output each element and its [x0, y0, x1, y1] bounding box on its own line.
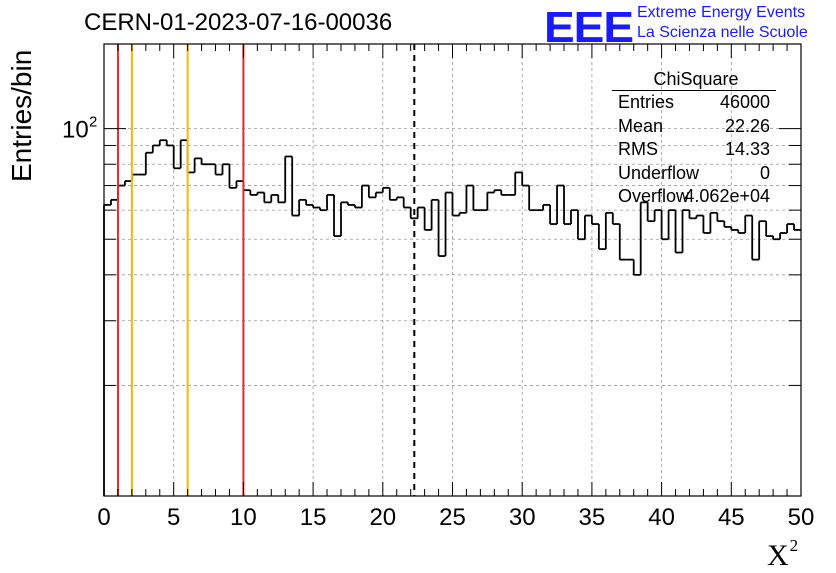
stats-value: 4.062e+04	[684, 186, 770, 206]
x-tick-label: 50	[788, 504, 815, 531]
x-tick-label: 5	[167, 504, 180, 531]
y-axis-label: Entries/bin	[6, 49, 37, 182]
y-tick-label-exponent: 2	[89, 114, 97, 131]
stats-row-underflow: Underflow 0	[612, 162, 776, 186]
x-tick-label: 40	[648, 504, 675, 531]
y-tick-label: 10	[62, 117, 89, 144]
x-tick-label: 10	[230, 504, 257, 531]
stats-value: 46000	[719, 92, 770, 112]
x-tick-label: 0	[97, 504, 110, 531]
stats-box: ChiSquare Entries 46000 Mean 22.26 RMS 14.3…	[612, 68, 776, 209]
x-tick-label: 25	[439, 504, 466, 531]
x-tick-label: 30	[509, 504, 536, 531]
stats-key: Mean	[618, 115, 664, 136]
stats-key: RMS	[618, 139, 658, 159]
stats-key: Overflow	[618, 186, 690, 206]
stats-value: 0	[759, 162, 770, 183]
stats-value: 22.26	[724, 115, 770, 136]
x-tick-label: 35	[579, 504, 606, 531]
x-axis-label: X2	[767, 536, 798, 573]
x-tick-label: 15	[300, 504, 327, 531]
x-tick-label: 45	[718, 504, 745, 531]
stats-value: 14.33	[724, 139, 770, 159]
x-tick-labels: 0 5 10 15 20 25 30 35 40 45 50	[97, 504, 814, 531]
chart-title: CERN-01-2023-07-16-00036	[84, 9, 393, 36]
y-tick-labels: 10 2	[62, 114, 97, 144]
stats-key: Underflow	[618, 162, 700, 183]
axis-ticks	[103, 44, 802, 496]
marker-lines	[116, 44, 416, 496]
logo-line-1: Extreme Energy Events	[637, 4, 806, 21]
stats-row-rms: RMS 14.33	[612, 138, 776, 162]
stats-row-mean: Mean 22.26	[612, 115, 776, 139]
stats-row-entries: Entries 46000	[612, 91, 776, 115]
stats-row-overflow: Overflow 4.062e+04	[612, 185, 776, 209]
x-axis-label-base: X	[767, 539, 789, 572]
x-axis-label-superscript: 2	[789, 536, 799, 555]
x-tick-label: 20	[369, 504, 396, 531]
stats-header: ChiSquare	[612, 68, 776, 91]
logo-line-2: La Scienza nelle Scuole	[637, 24, 808, 41]
stats-key: Entries	[618, 92, 675, 112]
